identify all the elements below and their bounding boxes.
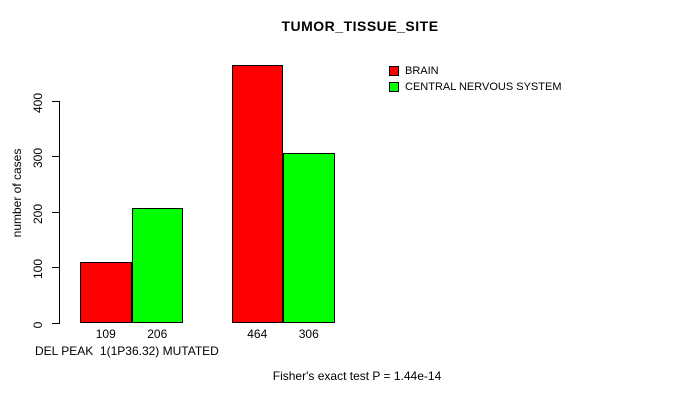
legend-label: BRAIN xyxy=(405,65,439,77)
x-axis-label: DEL PEAK 1(1P36.32) MUTATED xyxy=(35,344,219,358)
y-tick-label: 200 xyxy=(31,203,45,224)
y-tick-label: 0 xyxy=(31,321,45,329)
y-axis-tick xyxy=(52,323,59,324)
legend: BRAIN CENTRAL NERVOUS SYSTEM xyxy=(389,63,561,95)
y-tick-label: 300 xyxy=(31,148,45,169)
legend-item: BRAIN xyxy=(389,63,561,79)
y-axis-line xyxy=(59,100,60,324)
bar-central-nervous-system xyxy=(283,152,335,323)
bar-value-label: 464 xyxy=(247,327,268,341)
y-axis-tick xyxy=(52,267,59,269)
bar-brain xyxy=(231,65,283,323)
y-tick-label: 400 xyxy=(31,92,45,113)
y-axis-tick xyxy=(52,211,59,213)
bar-value-label: 109 xyxy=(95,327,116,341)
legend-swatch-icon xyxy=(389,82,399,92)
y-tick-label: 100 xyxy=(31,259,45,280)
legend-label: CENTRAL NERVOUS SYSTEM xyxy=(405,81,562,93)
y-axis-tick xyxy=(52,100,59,102)
legend-item: CENTRAL NERVOUS SYSTEM xyxy=(389,79,561,95)
bar-value-label: 306 xyxy=(298,327,319,341)
fisher-test-annotation: Fisher's exact test P = 1.44e-14 xyxy=(272,369,442,383)
legend-swatch-icon xyxy=(389,66,399,76)
bar-value-label: 206 xyxy=(147,327,168,341)
chart-title: TUMOR_TISSUE_SITE xyxy=(281,18,439,34)
bar-central-nervous-system xyxy=(131,208,183,323)
bar-brain xyxy=(80,262,132,323)
y-axis-tick xyxy=(52,156,59,158)
